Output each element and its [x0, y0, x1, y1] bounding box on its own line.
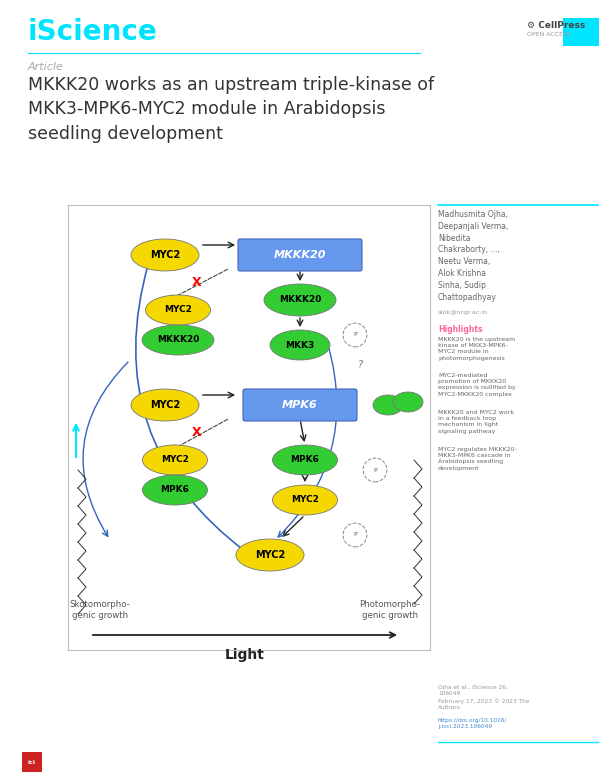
Text: P: P — [353, 333, 357, 337]
Text: Photomorpho-
genic growth: Photomorpho- genic growth — [359, 600, 420, 620]
Text: Article: Article — [28, 62, 64, 72]
Ellipse shape — [270, 330, 330, 360]
Text: ?: ? — [358, 360, 362, 370]
Text: MKKK20 and MYC2 work
in a feedback loop
mechanism in light
signaling pathway: MKKK20 and MYC2 work in a feedback loop … — [438, 410, 514, 434]
Text: MKKK20 works as an upstream triple-kinase of
MKK3-MPK6-MYC2 module in Arabidopsi: MKKK20 works as an upstream triple-kinas… — [28, 76, 434, 143]
Text: ⚙ CellPress: ⚙ CellPress — [527, 20, 586, 30]
Text: MYC2: MYC2 — [150, 250, 180, 260]
FancyBboxPatch shape — [238, 239, 362, 271]
Text: Ojha et al., iScience 26,
106049
February 17, 2023 © 2023 The
Authors.: Ojha et al., iScience 26, 106049 Februar… — [438, 685, 529, 710]
Ellipse shape — [142, 445, 207, 475]
FancyBboxPatch shape — [563, 18, 599, 46]
Text: MPK6: MPK6 — [282, 400, 318, 410]
Ellipse shape — [264, 284, 336, 316]
Ellipse shape — [142, 475, 207, 505]
Ellipse shape — [131, 389, 199, 421]
Ellipse shape — [131, 239, 199, 271]
Text: MKKK20: MKKK20 — [279, 295, 321, 305]
Text: X: X — [192, 276, 202, 290]
Text: MYC2: MYC2 — [150, 400, 180, 410]
Text: MKKK20: MKKK20 — [157, 335, 199, 345]
Text: alok@ncgr.ac.in: alok@ncgr.ac.in — [438, 310, 488, 315]
FancyBboxPatch shape — [68, 205, 430, 650]
Text: MYC2: MYC2 — [255, 550, 285, 560]
Ellipse shape — [142, 325, 214, 355]
Text: X: X — [192, 427, 202, 439]
Text: MYC2-mediated
promotion of MKKK20
expression is nullified by
MYC2-MKKK20 complex: MYC2-mediated promotion of MKKK20 expres… — [438, 373, 516, 397]
Text: Highlights: Highlights — [438, 325, 482, 334]
Text: MPK6: MPK6 — [160, 485, 189, 495]
Text: Light: Light — [225, 648, 265, 662]
Text: P: P — [373, 467, 377, 472]
Text: MYC2 regulates MKKK20-
MKK3-MPK6 cascade in
Arabidopsis seedling
development: MYC2 regulates MKKK20- MKK3-MPK6 cascade… — [438, 447, 517, 471]
Ellipse shape — [236, 539, 304, 571]
Text: Skotomorpho-
genic growth: Skotomorpho- genic growth — [69, 600, 130, 620]
FancyBboxPatch shape — [243, 389, 357, 421]
Text: OPEN ACCESS: OPEN ACCESS — [527, 33, 571, 38]
FancyBboxPatch shape — [22, 752, 42, 772]
Text: MKKK20 is the upstream
kinase of MKK3-MPK6-
MYC2 module in
photomorphogenesis: MKKK20 is the upstream kinase of MKK3-MP… — [438, 337, 515, 361]
Text: Madhusmita Ojha,
Deepanjali Verma,
Nibedita
Chakraborty, ...,
Neetu Verma,
Alok : Madhusmita Ojha, Deepanjali Verma, Nibed… — [438, 210, 508, 301]
Text: MYC2: MYC2 — [164, 305, 192, 315]
Text: MKKK20: MKKK20 — [274, 250, 326, 260]
Text: MYC2: MYC2 — [161, 456, 189, 464]
Text: P: P — [353, 532, 357, 537]
Ellipse shape — [145, 295, 210, 325]
Ellipse shape — [373, 395, 403, 415]
Ellipse shape — [273, 445, 338, 475]
Ellipse shape — [273, 485, 338, 515]
Text: ici: ici — [28, 760, 36, 764]
Text: MPK6: MPK6 — [291, 456, 320, 464]
Text: https://doi.org/10.1016/
j.isci.2023.106049: https://doi.org/10.1016/ j.isci.2023.106… — [438, 718, 507, 730]
Ellipse shape — [393, 392, 423, 412]
Text: iScience: iScience — [28, 18, 158, 46]
Text: MKK3: MKK3 — [285, 341, 315, 349]
Text: MYC2: MYC2 — [291, 496, 319, 504]
